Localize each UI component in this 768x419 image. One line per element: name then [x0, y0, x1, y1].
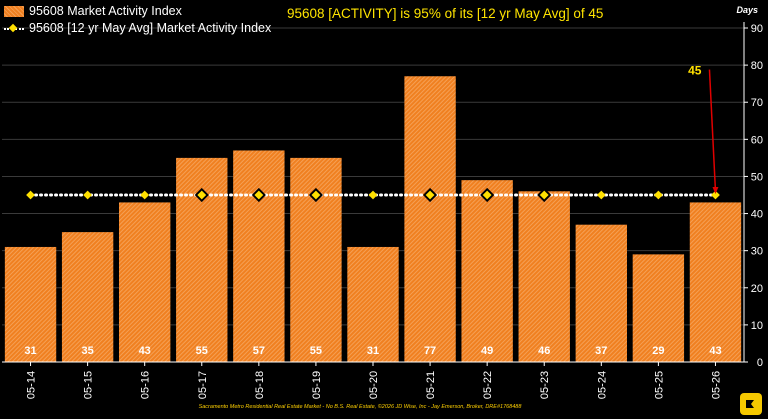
bar — [632, 254, 685, 362]
data-label: 29 — [652, 345, 664, 357]
annotation-arrow — [708, 69, 717, 192]
average-marker — [83, 190, 93, 200]
y-tick-label: 10 — [751, 320, 763, 332]
data-label: 31 — [24, 345, 36, 357]
bar — [461, 180, 513, 362]
average-marker — [368, 190, 378, 200]
x-tick-label: 05-25 — [653, 371, 665, 399]
x-tick-label: 05-26 — [710, 371, 722, 399]
legend-item-average: 95608 [12 yr May Avg] Market Activity In… — [4, 20, 271, 37]
y-tick-label: 30 — [751, 246, 763, 258]
bar — [518, 191, 570, 362]
legend-bar-swatch — [4, 6, 24, 17]
bar — [689, 202, 742, 362]
x-tick-label: 05-18 — [254, 371, 266, 399]
y-tick-label: 60 — [751, 134, 763, 146]
x-tick-label: 05-17 — [197, 371, 209, 399]
average-marker — [480, 187, 495, 203]
y-tick-label: 70 — [751, 97, 763, 109]
average-marker — [596, 190, 606, 200]
bar — [347, 246, 399, 362]
legend-bar-label: 95608 Market Activity Index — [29, 4, 182, 18]
legend-line-swatch — [4, 23, 24, 34]
data-label: 55 — [310, 345, 322, 357]
data-label: 37 — [595, 345, 607, 357]
x-tick-label: 05-20 — [368, 371, 380, 399]
average-marker — [653, 190, 663, 200]
y-tick-label: 20 — [751, 283, 763, 295]
legend-item-bars: 95608 Market Activity Index — [4, 3, 271, 20]
annotation: 45 — [688, 64, 719, 194]
x-tick-label: 05-19 — [311, 371, 323, 399]
x-tick-label: 05-16 — [140, 371, 152, 399]
data-label: 31 — [367, 345, 379, 357]
data-label: 57 — [253, 345, 265, 357]
x-tick-label: 05-22 — [482, 371, 494, 399]
footer-credit: Sacramento Metro Residential Real Estate… — [198, 404, 522, 410]
y-tick-label: 90 — [751, 23, 763, 35]
average-marker — [423, 187, 438, 203]
average-marker — [537, 187, 552, 203]
bar — [575, 224, 627, 362]
bar — [233, 150, 285, 362]
average-marker — [308, 187, 323, 203]
y-tick-label: 80 — [751, 60, 763, 72]
y-tick-label: 50 — [751, 171, 763, 183]
data-label: 55 — [196, 345, 208, 357]
average-line — [26, 187, 720, 203]
y-tick-label: 0 — [757, 357, 763, 369]
data-label: 46 — [538, 345, 550, 357]
x-tick-label: 05-24 — [596, 371, 608, 399]
x-tick-label: 05-14 — [26, 371, 38, 399]
annotation-label: 45 — [688, 64, 702, 78]
average-marker — [26, 190, 35, 200]
bar — [404, 76, 456, 362]
data-label: 43 — [139, 345, 151, 357]
bar — [61, 232, 114, 362]
average-marker — [194, 187, 209, 203]
brand-logo-icon — [740, 393, 762, 415]
y-tick-label: 40 — [751, 209, 763, 221]
y-axis: 0 10 20 30 40 50 60 70 80 90 — [743, 22, 763, 369]
data-label: 49 — [481, 345, 493, 357]
x-tick-label: 05-23 — [539, 371, 551, 399]
average-marker — [251, 187, 266, 203]
bar — [119, 202, 171, 362]
x-axis: 05-14 05-15 05-16 05-17 05-18 05-19 05-20 05-21… — [2, 361, 744, 399]
chart-title: 95608 [ACTIVITY] is 95% of its [12 yr Ma… — [287, 6, 604, 21]
annotation-arrowhead — [712, 187, 719, 194]
data-labels: 31 35 43 55 57 55 31 77 49 46 37 29 43 — [24, 345, 721, 357]
legend-line-label: 95608 [12 yr May Avg] Market Activity In… — [29, 21, 272, 35]
x-tick-label: 05-21 — [425, 371, 437, 399]
bar — [4, 246, 57, 362]
data-label: 77 — [424, 345, 436, 357]
data-label: 43 — [709, 345, 721, 357]
x-tick-label: 05-15 — [83, 371, 95, 399]
bars — [4, 76, 742, 362]
data-label: 35 — [81, 345, 93, 357]
average-marker — [140, 190, 150, 200]
legend: 95608 Market Activity Index 95608 [12 yr… — [4, 3, 271, 37]
y-axis-unit-label: Days — [736, 5, 758, 15]
